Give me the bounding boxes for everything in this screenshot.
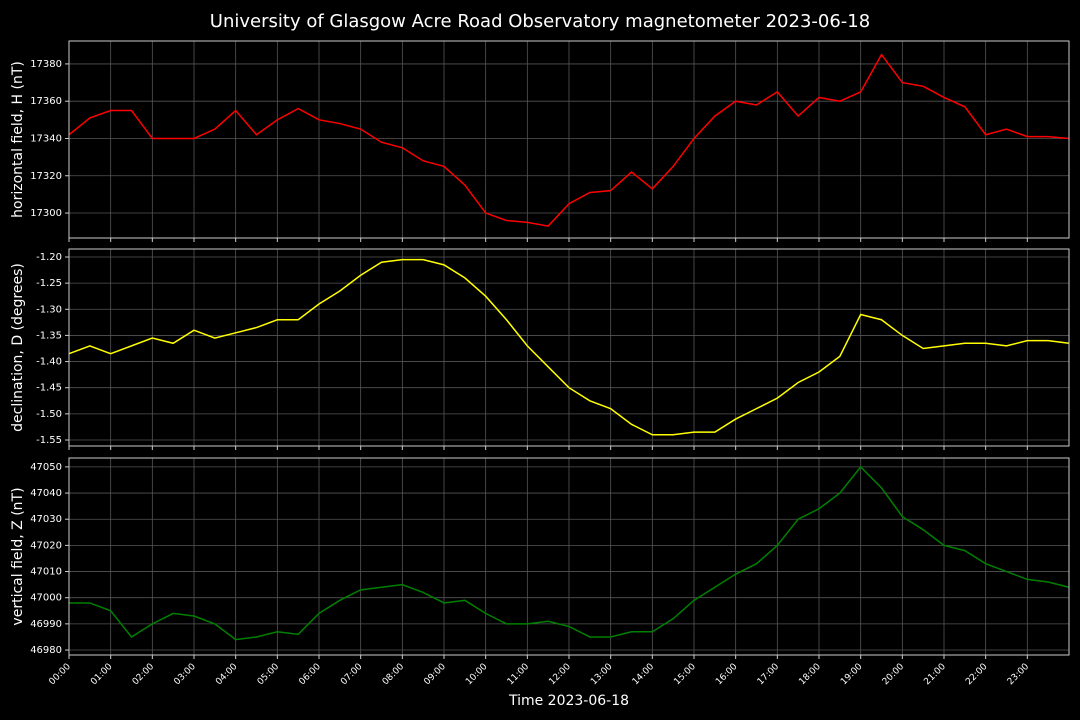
y-tick-label: -1.35: [36, 330, 62, 341]
plot-frame: [68, 457, 1070, 656]
y-tick-label: 17320: [30, 171, 62, 182]
y-tick-label: -1.45: [36, 383, 62, 394]
y-tick-label: 17380: [30, 59, 62, 70]
y-tick-label: -1.25: [36, 278, 62, 289]
y-tick-label: 17360: [30, 96, 62, 107]
plot-frame: [68, 248, 1070, 447]
data-line: [69, 465, 1070, 641]
y-axis-label: vertical field, Z (nT): [10, 487, 26, 625]
y-tick-label: -1.30: [36, 304, 62, 315]
y-tick-label: -1.40: [36, 357, 62, 368]
x-axis-label: Time 2023-06-18: [508, 693, 629, 709]
y-tick-label: -1.20: [36, 252, 62, 263]
y-tick-label: 47010: [30, 567, 62, 578]
plot-frame: [68, 40, 1070, 239]
y-tick-label: 17300: [30, 208, 62, 219]
y-axis-label: declination, D (degrees): [10, 263, 26, 432]
y-tick-label: 47050: [30, 462, 62, 473]
y-axis-label: horizontal field, H (nT): [10, 61, 26, 218]
y-tick-label: 46990: [30, 619, 62, 630]
y-tick-label: 47030: [30, 514, 62, 525]
y-tick-label: 47020: [30, 540, 62, 551]
chart-title: University of Glasgow Acre Road Observat…: [210, 11, 870, 32]
y-tick-label: 47000: [30, 593, 62, 604]
y-tick-label: -1.55: [36, 435, 62, 446]
y-tick-label: 46980: [30, 645, 62, 656]
y-tick-label: 17340: [30, 133, 62, 144]
data-line: [68, 53, 1070, 227]
y-tick-label: 47040: [30, 488, 62, 499]
data-line: [68, 258, 1070, 436]
y-tick-label: -1.50: [36, 409, 62, 420]
